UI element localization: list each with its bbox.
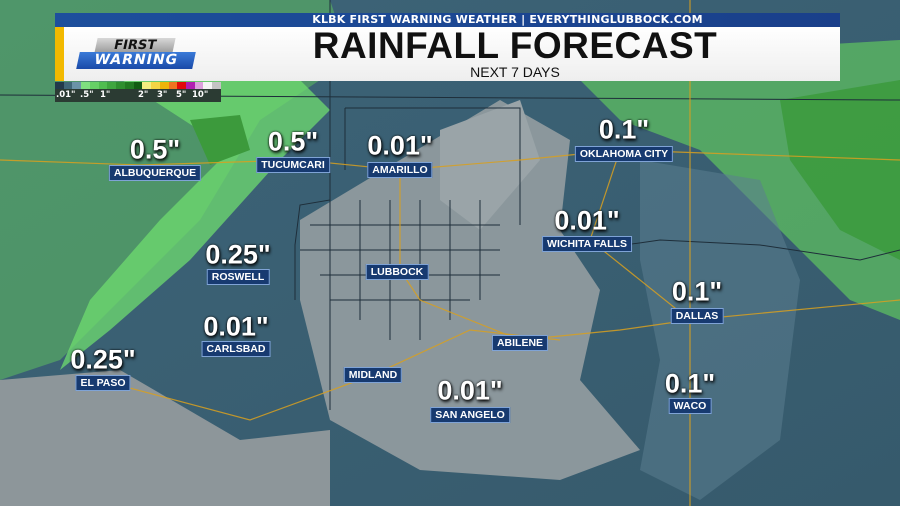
legend-labels: .01" .5" 1" 2" 3" 5" 10" [55,89,221,102]
amount-roswell: 0.25" [205,239,271,270]
legend-label: 1" [100,90,111,100]
city-waco: WACO [668,398,712,414]
city-midland: MIDLAND [343,367,403,383]
legend-label: .01" [56,90,76,100]
legend-swatch [72,82,82,89]
mexico-land [0,370,330,506]
city-abilene: ABILENE [491,335,549,351]
legend-swatch [168,82,178,89]
amount-dallas: 0.1" [671,276,723,307]
first-warning-logo: FIRST WARNING [76,38,196,70]
legend-swatch [194,82,204,89]
legend-label: .5" [80,90,94,100]
legend-swatch [89,82,99,89]
legend-swatch [212,82,221,89]
station-banner: KLBK FIRST WARNING WEATHER | EVERYTHINGL… [55,13,840,27]
city-oklahoma-city: OKLAHOMA CITY [574,146,674,162]
amount-albuquerque: 0.5" [129,134,181,165]
city-san-angelo: SAN ANGELO [430,407,510,423]
city-carlsbad: CARLSBAD [201,341,271,357]
legend-swatch [55,82,64,89]
legend-swatch [151,82,160,89]
dry-area [300,100,640,480]
accent-stripe [55,27,64,81]
legend-swatch [142,82,152,89]
page-title: RAINFALL FORECAST [312,25,718,66]
amount-carlsbad: 0.01" [203,311,269,342]
amount-tucumcari: 0.5" [267,126,319,157]
legend-swatch [186,82,195,89]
legend-swatch [124,82,134,89]
city-el-paso: EL PASO [75,375,131,391]
amount-wichita-falls: 0.01" [554,205,620,236]
page-subtitle: NEXT 7 DAYS [470,64,560,80]
city-amarillo: AMARILLO [367,162,433,178]
city-dallas: DALLAS [670,308,724,324]
legend-label: 2" [138,90,149,100]
legend-swatch [98,82,108,89]
legend-swatch [203,82,213,89]
legend-swatch [133,82,143,89]
amount-el-paso: 0.25" [70,344,136,375]
legend-label: 10" [192,90,209,100]
city-wichita-falls: WICHITA FALLS [542,236,632,252]
legend-swatches [55,82,221,89]
legend-label: 3" [157,90,168,100]
legend-swatch [81,82,90,89]
city-tucumcari: TUCUMCARI [256,157,330,173]
legend-swatch [116,82,125,89]
city-albuquerque: ALBUQUERQUE [108,165,202,181]
amount-amarillo: 0.01" [367,130,433,161]
legend-label: 5" [176,90,187,100]
amount-oklahoma-city: 0.1" [598,114,650,145]
legend-swatch [107,82,117,89]
amount-waco: 0.1" [664,368,716,399]
legend-swatch [177,82,187,89]
legend-swatch [63,82,73,89]
legend-swatch [159,82,169,89]
rainfall-legend: .01" .5" 1" 2" 3" 5" 10" [55,82,221,102]
city-roswell: ROSWELL [206,269,270,285]
rain-area-nm [60,30,330,370]
amount-san-angelo: 0.01" [437,375,503,406]
city-lubbock: LUBBOCK [365,264,429,280]
